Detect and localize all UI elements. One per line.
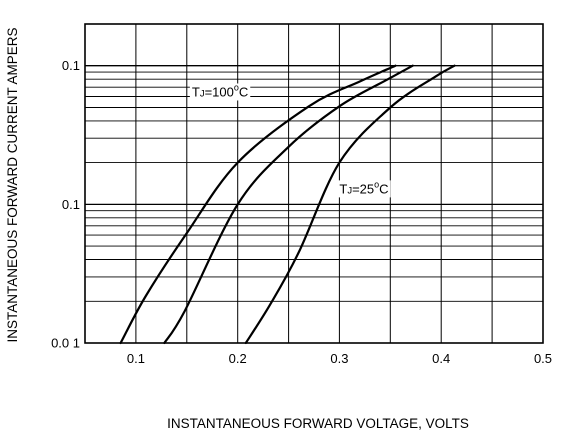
plot-frame [84, 23, 544, 344]
series-line-1 [119, 64, 397, 345]
annotation-background [337, 180, 391, 198]
series-line-3 [244, 64, 456, 345]
x-tick-label: 0.2 [229, 351, 247, 366]
annotation-unit: C [379, 181, 388, 196]
x-tick-label: 0.4 [432, 351, 450, 366]
y-axis-title: INSTANTANEOUS FORWARD CURRENT AMPERS [5, 27, 20, 342]
annotation-symbol: T [339, 181, 347, 196]
annotation-subscript: J [347, 185, 352, 196]
annotation-unit: C [239, 85, 248, 100]
annotation-background [189, 83, 251, 101]
annotation-value: =100 [205, 85, 234, 100]
annotation-degree: o [374, 179, 379, 189]
x-tick-label: 0.5 [534, 351, 552, 366]
x-axis-title: INSTANTANEOUS FORWARD VOLTAGE, VOLTS [167, 416, 469, 431]
annotation-degree: o [234, 83, 239, 93]
annotation-symbol: T [192, 85, 200, 100]
x-tick-label: 0.3 [330, 351, 348, 366]
x-tick-label: 0.1 [127, 351, 145, 366]
temperature-annotation: TJ=100oC [192, 83, 248, 100]
plot-grid [85, 24, 543, 343]
series-layer [119, 64, 456, 345]
annotation-value: =25 [352, 181, 374, 196]
y-tick-label: 0.1 [62, 58, 80, 73]
y-tick-labels: 0.1 0.1 0.0 1 [51, 58, 80, 350]
annotation-subscript: J [200, 89, 205, 100]
y-tick-label: 0.1 [62, 197, 80, 212]
series-line-2 [163, 64, 414, 345]
y-tick-label: 0.0 1 [51, 336, 80, 351]
temperature-annotation: TJ=25oC [339, 179, 388, 196]
x-tick-labels: 0.1 0.2 0.3 0.4 0.5 [127, 351, 552, 366]
